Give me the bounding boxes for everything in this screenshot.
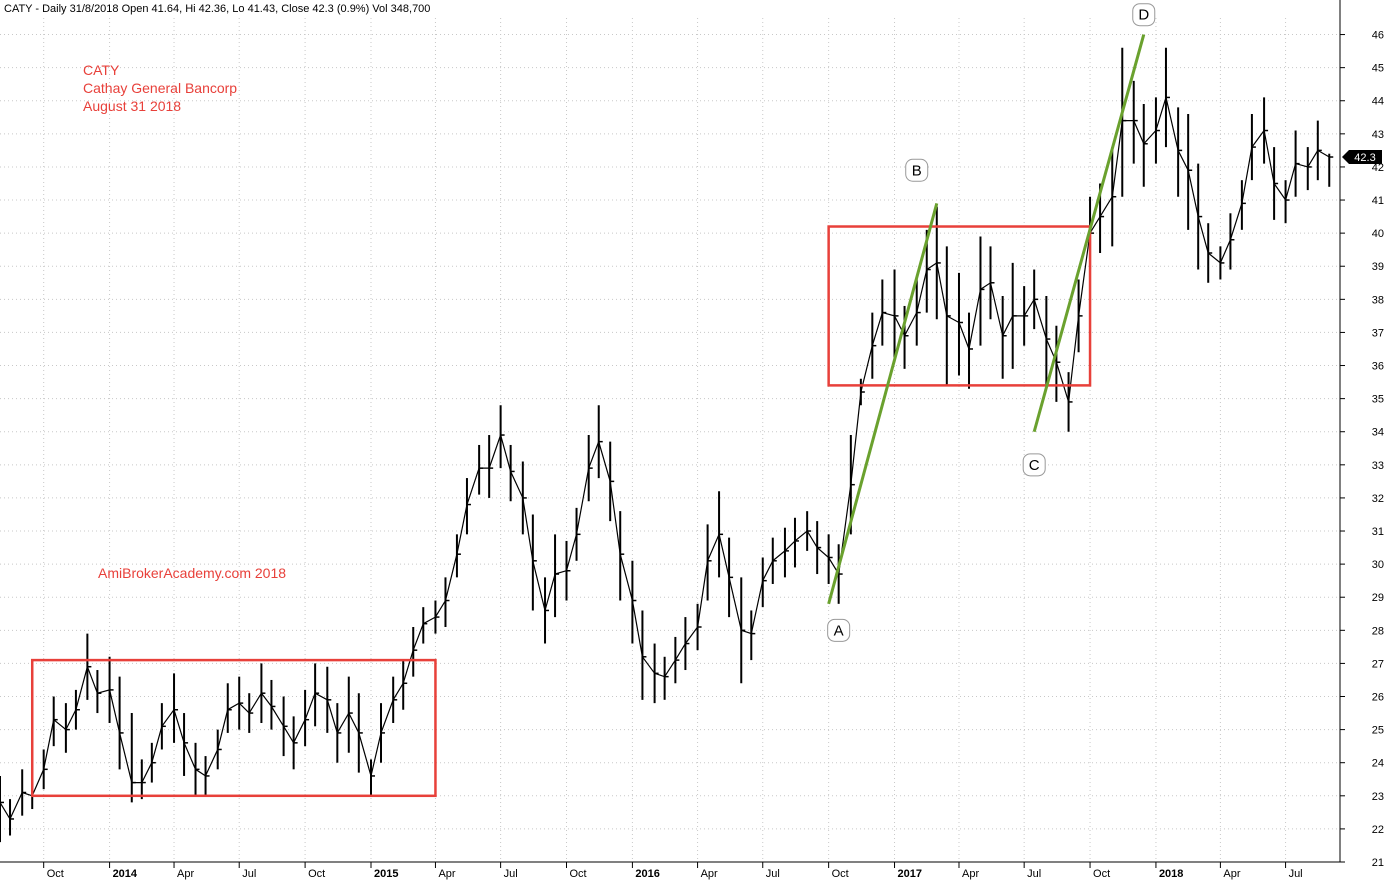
x-tick-label: Oct — [308, 868, 325, 880]
point-label-bubble — [1132, 3, 1156, 27]
y-tick-label: 25 — [1372, 725, 1384, 737]
x-tick-label: Apr — [438, 868, 455, 880]
y-tick-label: 33 — [1372, 460, 1384, 472]
x-axis: Oct 2014 Apr Jul Oct 2015 Apr Jul Oct 2016 Apr Jul O… — [0, 861, 1340, 880]
x-tick-label: Oct — [47, 868, 64, 880]
trend-line — [827, 202, 939, 605]
y-tick-label: 43 — [1372, 129, 1384, 141]
x-tick-label: Jul — [242, 868, 256, 880]
y-tick-label: 23 — [1372, 791, 1384, 803]
y-tick-label: 32 — [1372, 493, 1384, 505]
y-tick-label: 45 — [1372, 63, 1384, 75]
y-tick-label: 42 — [1372, 162, 1384, 174]
point-label: D — [1138, 7, 1149, 24]
y-tick-label: 31 — [1372, 526, 1384, 538]
x-tick-label: Apr — [177, 868, 194, 880]
x-tick-label: Jul — [504, 868, 518, 880]
x-tick-label: Apr — [1223, 868, 1240, 880]
x-tick-label: Jul — [766, 868, 780, 880]
y-tick-label: 22 — [1372, 824, 1384, 836]
point-label-bubble — [905, 158, 929, 182]
y-tick-label: 35 — [1372, 394, 1384, 406]
x-tick-label: 2015 — [374, 868, 398, 880]
x-tick-label: Apr — [962, 868, 979, 880]
point-label-bubble — [1022, 453, 1046, 477]
y-tick-label: 28 — [1372, 625, 1384, 637]
x-tick-label: Jul — [1289, 868, 1303, 880]
grid-lines — [0, 18, 1340, 863]
x-tick-label: Oct — [832, 868, 849, 880]
range-box — [827, 225, 1092, 387]
y-tick-label: 24 — [1372, 758, 1384, 770]
y-tick-label: 39 — [1372, 261, 1384, 273]
x-tick-label: 2014 — [113, 868, 138, 880]
point-label-bubble — [827, 618, 851, 642]
trend-line — [1032, 34, 1146, 433]
y-tick-label: 44 — [1372, 96, 1384, 108]
x-tick-label: Apr — [701, 868, 718, 880]
y-tick-label: 21 — [1372, 857, 1384, 869]
x-tick-label: 2018 — [1159, 868, 1183, 880]
y-tick-label: 36 — [1372, 361, 1384, 373]
y-axis: 21 22 23 24 25 26 27 28 29 30 31 32 33 34 35 36 37 38 39 40… — [1339, 0, 1384, 869]
y-tick-label: 40 — [1372, 228, 1384, 240]
annotation-symbol: CATY — [83, 62, 120, 78]
chart-overlays: A B C D — [30, 3, 1156, 798]
x-tick-label: Oct — [1093, 868, 1110, 880]
y-tick-label: 38 — [1372, 294, 1384, 306]
close-line — [0, 95, 1330, 821]
watermark: AmiBrokerAcademy.com 2018 — [98, 565, 286, 581]
y-tick-label: 41 — [1372, 195, 1384, 207]
point-label: A — [834, 622, 844, 639]
x-tick-label: Jul — [1027, 868, 1041, 880]
x-tick-label: 2017 — [898, 868, 922, 880]
range-box — [30, 658, 437, 798]
y-tick-label: 27 — [1372, 658, 1384, 670]
ohlc-bars — [0, 47, 1334, 843]
last-price-label: 42.3 — [1354, 152, 1375, 164]
annotation-date: August 31 2018 — [83, 98, 181, 114]
y-tick-label: 30 — [1372, 559, 1384, 571]
y-tick-label: 46 — [1372, 30, 1384, 42]
x-tick-label: Oct — [570, 868, 587, 880]
annotation-company: Cathay General Bancorp — [83, 80, 237, 96]
x-tick-label: 2016 — [635, 868, 659, 880]
y-tick-label: 26 — [1372, 692, 1384, 704]
y-tick-label: 37 — [1372, 327, 1384, 339]
point-label: C — [1029, 457, 1040, 474]
last-price-badge: 42.3 — [1342, 150, 1382, 164]
y-tick-label: 29 — [1372, 592, 1384, 604]
point-label: B — [912, 162, 922, 179]
y-tick-label: 34 — [1372, 427, 1384, 439]
chart-header: CATY - Daily 31/8/2018 Open 41.64, Hi 42… — [4, 3, 430, 15]
